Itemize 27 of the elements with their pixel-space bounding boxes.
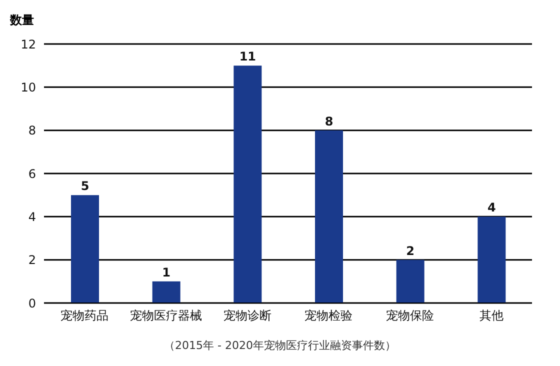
y-tick-label: 0 <box>28 296 36 310</box>
y-tick-label: 10 <box>20 80 36 94</box>
x-tick-label: 其他 <box>479 308 504 323</box>
bar <box>234 66 262 303</box>
data-label: 11 <box>239 50 256 64</box>
y-tick-label: 6 <box>28 166 36 181</box>
y-axis-title: 数量 <box>10 12 34 29</box>
bar <box>71 195 99 303</box>
data-label: 8 <box>324 114 334 128</box>
bar <box>396 260 424 303</box>
y-tick-label: 4 <box>28 210 36 224</box>
y-tick-label: 2 <box>28 253 36 268</box>
text: （2015年 - 2020年宠物医疗行业融资事件数） <box>163 338 397 353</box>
y-tick-label: 8 <box>28 124 36 138</box>
y-tick-label: 12 <box>20 37 36 52</box>
bar <box>152 281 180 303</box>
data-label: 2 <box>406 244 415 258</box>
x-tick-label: 宠物药品 <box>60 308 109 323</box>
data-label: 1 <box>162 265 171 280</box>
bar <box>478 216 506 303</box>
x-tick-label: 宠物医疗器械 <box>130 308 202 323</box>
bar <box>315 130 343 303</box>
x-tick-label: 宠物诊断 <box>223 308 272 323</box>
data-label: 5 <box>80 179 90 194</box>
x-tick-label: 宠物检验 <box>304 308 353 323</box>
data-label: 4 <box>487 200 496 215</box>
x-tick-label: 宠物保险 <box>386 308 434 323</box>
